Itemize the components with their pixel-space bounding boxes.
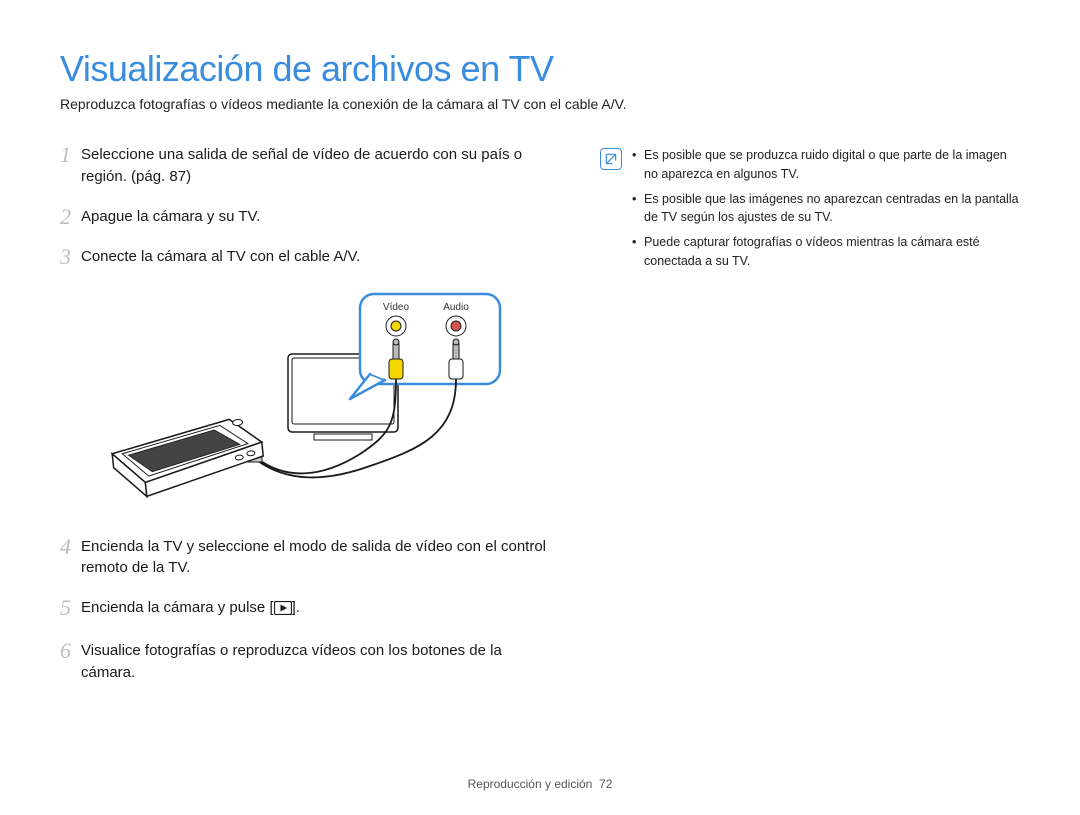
note-item: Puede capturar fotografías o vídeos mien…	[632, 233, 1020, 271]
step-number: 4	[60, 534, 71, 558]
notes-column: Es posible que se produzca ruido digital…	[600, 142, 1020, 699]
step-5-suffix: ].	[292, 599, 300, 616]
av-callout: Vídeo Audio	[350, 294, 500, 399]
step-5-prefix: Encienda la cámara y pulse [	[81, 599, 274, 616]
camera-icon	[110, 416, 266, 499]
info-note: Es posible que se produzca ruido digital…	[600, 146, 1020, 277]
step-text: Visualice fotografías o reproduzca vídeo…	[81, 638, 560, 684]
step-5: 5 Encienda la cámara y pulse [].	[60, 595, 560, 622]
note-item: Es posible que las imágenes no aparezcan…	[632, 190, 1020, 228]
steps-column: 1 Seleccione una salida de señal de víde…	[60, 142, 560, 699]
step-number: 5	[60, 595, 71, 619]
footer-section: Reproducción y edición	[468, 777, 593, 791]
note-item: Es posible que se produzca ruido digital…	[632, 146, 1020, 184]
manual-page: Visualización de archivos en TV Reproduz…	[0, 0, 1080, 815]
step-number: 6	[60, 638, 71, 662]
step-2: 2 Apague la cámara y su TV.	[60, 204, 560, 228]
step-6: 6 Visualice fotografías o reproduzca víd…	[60, 638, 560, 684]
note-list: Es posible que se produzca ruido digital…	[632, 146, 1020, 277]
page-title: Visualización de archivos en TV	[60, 48, 1020, 90]
step-text: Encienda la TV y seleccione el modo de s…	[81, 534, 560, 580]
step-text: Seleccione una salida de señal de vídeo …	[81, 142, 560, 188]
step-3: 3 Conecte la cámara al TV con el cable A…	[60, 244, 560, 268]
step-text: Apague la cámara y su TV.	[81, 204, 260, 228]
step-text: Conecte la cámara al TV con el cable A/V…	[81, 244, 360, 268]
step-number: 1	[60, 142, 71, 166]
step-number: 2	[60, 204, 71, 228]
step-4: 4 Encienda la TV y seleccione el modo de…	[60, 534, 560, 580]
audio-jack	[451, 321, 461, 331]
audio-label: Audio	[443, 302, 469, 313]
play-button-icon	[274, 600, 292, 622]
page-footer: Reproducción y edición 72	[0, 777, 1080, 791]
video-jack	[391, 321, 401, 331]
content-columns: 1 Seleccione una salida de señal de víde…	[60, 142, 1020, 699]
connection-diagram: Vídeo Audio	[60, 284, 560, 514]
intro-text: Reproduzca fotografías o vídeos mediante…	[60, 96, 1020, 112]
step-text: Encienda la cámara y pulse [].	[81, 595, 300, 622]
step-number: 3	[60, 244, 71, 268]
note-icon	[600, 148, 622, 170]
video-label: Vídeo	[383, 302, 410, 313]
step-1: 1 Seleccione una salida de señal de víde…	[60, 142, 560, 188]
footer-page: 72	[599, 777, 612, 791]
